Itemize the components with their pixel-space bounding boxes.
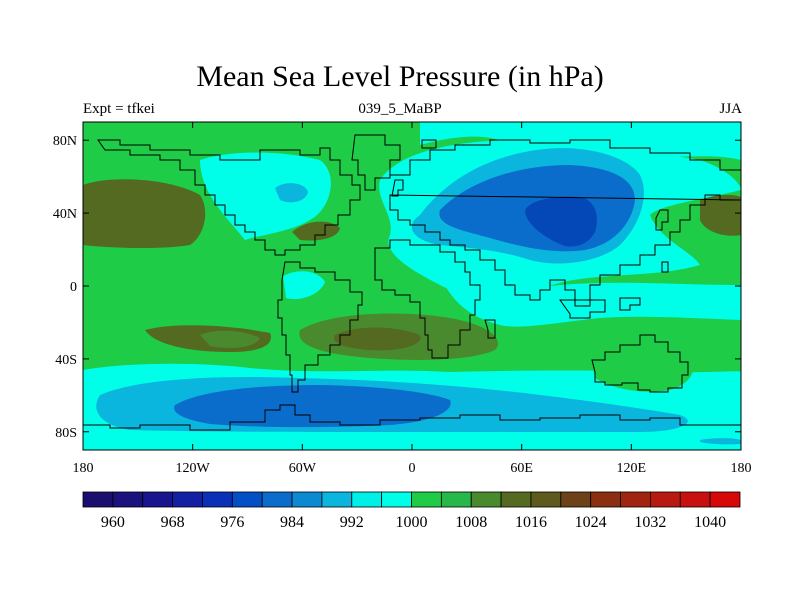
colorbar-swatch	[411, 491, 442, 508]
colorbar-swatch	[440, 491, 472, 508]
x-tick-label: 120E	[617, 461, 647, 476]
coastlines	[83, 134, 741, 431]
x-tick-label: 180	[731, 461, 752, 476]
colorbar	[82, 491, 741, 508]
west-pacific-high-region	[700, 194, 741, 236]
south-atlantic-high-core	[334, 327, 421, 351]
longitude-axis: 180 120W 60W 0 60E 120E 180	[73, 122, 752, 476]
map-panel	[83, 122, 741, 450]
latitude-axis: 80N 40N 0 40S 80S	[53, 134, 741, 441]
colorbar-swatch	[172, 491, 203, 508]
north-pacific-high-region	[83, 179, 206, 249]
eurasia-coastline	[389, 139, 741, 301]
colorbar-swatch	[650, 491, 681, 508]
colorbar-swatch	[231, 491, 263, 508]
x-tick-label: 120W	[176, 461, 211, 476]
japan-coastline	[655, 209, 669, 273]
hudson-low	[275, 183, 308, 203]
x-tick-label: 60W	[289, 461, 317, 476]
colorbar-label: 960	[101, 514, 125, 531]
colorbar-swatch	[679, 491, 711, 508]
y-tick-label: 0	[70, 280, 77, 295]
antarctic-low-streak	[700, 438, 741, 445]
north-america-coastline	[97, 139, 361, 256]
colorbar-swatch	[82, 491, 114, 508]
colorbar-swatch	[142, 491, 173, 508]
south-america-coastline	[277, 261, 363, 393]
south-pacific-high-west	[200, 330, 260, 348]
uk-coastline	[391, 179, 404, 197]
eurasia-low-core	[525, 196, 597, 247]
arctic-cyan-region	[83, 122, 741, 160]
season-label: JJA	[719, 101, 742, 117]
x-tick-label: 60E	[510, 461, 533, 476]
antarctica-coastline	[83, 404, 741, 431]
amazon-cyan-region	[283, 271, 325, 300]
southern-ocean-low-core-region	[174, 385, 451, 428]
iceland-coastline	[421, 139, 437, 149]
colorbar-swatch	[470, 491, 502, 508]
colorbar-label: 1016	[515, 514, 547, 531]
y-tick-label: 80S	[55, 426, 77, 441]
australia-coastline	[591, 334, 689, 393]
colorbar-swatch	[351, 491, 383, 508]
north-america-cyan-region	[200, 152, 331, 240]
colorbar-label: 992	[340, 514, 364, 531]
colorbar-swatch	[590, 491, 621, 508]
colorbar-labels: 960 968 976 984 992 1000 1008 1016 1024 1032 1040	[101, 514, 726, 531]
colorbar-label: 1024	[575, 514, 607, 531]
experiment-label: Expt = tfkei	[83, 101, 155, 117]
madagascar-coastline	[484, 319, 496, 339]
period-label: 039_5_MaBP	[358, 101, 442, 117]
x-tick-label: 180	[73, 461, 94, 476]
colorbar-swatch	[500, 491, 532, 508]
indonesia-coastline	[559, 297, 641, 319]
colorbar-label: 1000	[396, 514, 428, 531]
colorbar-swatch	[530, 491, 562, 508]
y-tick-label: 80N	[53, 134, 77, 149]
colorbar-swatch	[709, 491, 741, 508]
australia-high-region	[590, 342, 694, 392]
colorbar-swatch	[291, 491, 323, 508]
x-tick-label: 0	[409, 461, 416, 476]
colorbar-swatch	[321, 491, 353, 508]
colorbar-swatch	[381, 491, 412, 508]
chart-title: Mean Sea Level Pressure (in hPa)	[196, 60, 604, 93]
colorbar-swatch	[261, 491, 293, 508]
antarctic-cyan-region	[83, 430, 741, 450]
colorbar-label: 976	[220, 514, 244, 531]
y-tick-label: 40N	[53, 207, 77, 222]
colorbar-label: 1040	[694, 514, 726, 531]
colorbar-swatch	[112, 491, 144, 508]
colorbar-label: 1032	[634, 514, 666, 531]
colorbar-label: 984	[280, 514, 304, 531]
y-tick-label: 40S	[55, 353, 77, 368]
colorbar-label: 968	[161, 514, 185, 531]
colorbar-swatch	[560, 491, 592, 508]
africa-coastline	[374, 239, 481, 359]
colorbar-swatch	[620, 491, 651, 508]
colorbar-label: 1008	[455, 514, 487, 531]
greenland-coastline	[351, 134, 401, 191]
colorbar-swatch	[202, 491, 233, 508]
north-atlantic-high-region	[292, 221, 340, 241]
